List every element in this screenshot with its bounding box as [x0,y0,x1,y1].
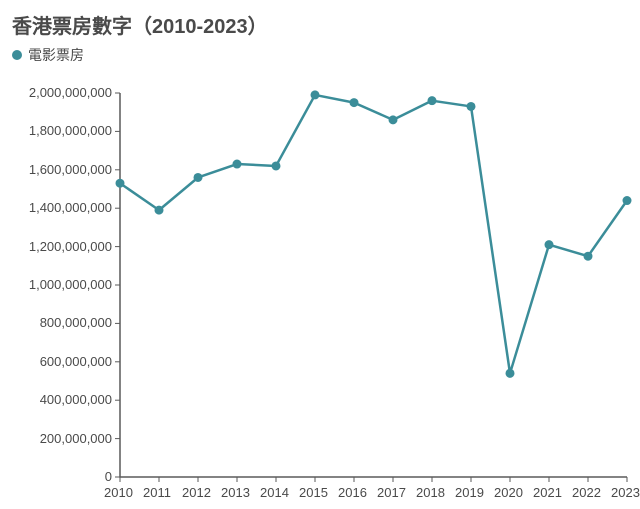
data-point [116,179,125,188]
y-tick-label: 1,800,000,000 [29,123,112,138]
x-tick-label: 2013 [221,485,250,500]
x-tick-label: 2023 [611,485,640,500]
data-point [545,240,554,249]
data-point [467,102,476,111]
data-point [506,369,515,378]
y-tick-label: 1,400,000,000 [29,200,112,215]
data-point [155,206,164,215]
data-point [311,90,320,99]
chart-title: 香港票房數字（2010-2023） [12,10,632,39]
axes [120,93,627,477]
x-tick-label: 2020 [494,485,523,500]
x-tick-label: 2018 [416,485,445,500]
y-tick-label: 600,000,000 [40,354,112,369]
data-point [389,115,398,124]
data-point [233,160,242,169]
legend-marker-icon [12,50,22,60]
y-tick-label: 200,000,000 [40,431,112,446]
chart-area: 0 200,000,000 400,000,000 600,000,000 800,00… [12,69,632,509]
x-tick-label: 2022 [572,485,601,500]
y-tick-label: 400,000,000 [40,392,112,407]
data-point [584,252,593,261]
y-tick-label: 1,200,000,000 [29,239,112,254]
data-point [272,161,281,170]
data-point [350,98,359,107]
x-tick-label: 2010 [104,485,133,500]
x-tick-label: 2011 [143,485,171,500]
series-line [120,95,627,373]
y-tick-label: 2,000,000,000 [29,85,112,100]
x-tick-label: 2017 [377,485,406,500]
x-tick-label: 2012 [182,485,211,500]
legend-label: 電影票房 [28,45,84,65]
x-tick-label: 2016 [338,485,367,500]
y-tick-label: 800,000,000 [40,315,112,330]
x-tick-label: 2015 [299,485,328,500]
y-tick-label: 1,600,000,000 [29,162,112,177]
x-tick-label: 2019 [455,485,484,500]
legend: 電影票房 [12,45,632,65]
data-point [194,173,203,182]
y-tick-label: 0 [105,469,112,484]
x-tick-label: 2021 [533,485,562,500]
y-tick-label: 1,000,000,000 [29,277,112,292]
data-point [428,96,437,105]
data-point [623,196,632,205]
x-tick-label: 2014 [260,485,289,500]
